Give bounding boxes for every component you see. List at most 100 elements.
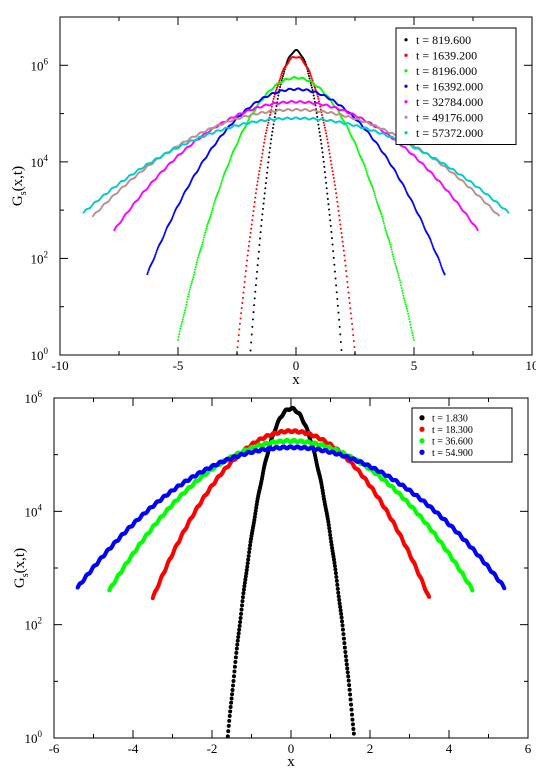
top-series-1-point bbox=[317, 123, 320, 126]
top-series-3-point bbox=[357, 151, 360, 154]
top-series-1-point bbox=[318, 131, 321, 134]
top-series-4 bbox=[146, 87, 446, 276]
bottom-series-1-point bbox=[349, 712, 354, 717]
top-series-3-point bbox=[371, 185, 374, 188]
top-series-3-point bbox=[223, 173, 226, 176]
top-series-3-point bbox=[392, 258, 395, 261]
bottom-series-1-point bbox=[244, 571, 249, 576]
top-series-3-point bbox=[378, 208, 381, 211]
top-series-3-point bbox=[179, 325, 182, 328]
top-series-2-point bbox=[272, 97, 275, 100]
top-series-2-point bbox=[319, 108, 322, 111]
top-series-3-point bbox=[379, 211, 382, 214]
top-series-2-point bbox=[245, 264, 248, 267]
top-series-2-point bbox=[237, 340, 240, 343]
top-series-3-point bbox=[230, 155, 233, 158]
top-series-2-point bbox=[339, 227, 342, 230]
top-series-1-point bbox=[260, 224, 263, 227]
top-series-3-point bbox=[206, 223, 209, 226]
bottom-series-1-point bbox=[343, 650, 348, 655]
bottom-series-1-point bbox=[236, 635, 241, 640]
bottom-series-1-point bbox=[236, 631, 241, 636]
top-series-3-point bbox=[238, 137, 241, 140]
top-legend-marker-6 bbox=[404, 115, 408, 119]
top-series-2-point bbox=[252, 210, 255, 213]
bottom-series-1-point bbox=[228, 709, 233, 714]
top-series-2-point bbox=[239, 317, 242, 320]
top-series-1-point bbox=[322, 155, 325, 158]
bottom-series-1-point bbox=[234, 650, 239, 655]
top-series-4-point bbox=[156, 248, 159, 251]
top-series-2-point bbox=[259, 166, 262, 169]
top-series-2-point bbox=[248, 236, 251, 239]
bottom-series-1-point bbox=[336, 590, 341, 595]
top-series-3-point bbox=[366, 173, 369, 176]
top-series-3-point bbox=[221, 177, 224, 180]
top-series-2-point bbox=[254, 192, 257, 195]
top-series-2-point bbox=[254, 196, 257, 199]
bottom-series-1-point bbox=[337, 598, 342, 603]
top-series-3-point bbox=[372, 190, 375, 193]
top-chart-y-label-main: G bbox=[10, 195, 26, 206]
top-series-4-point bbox=[440, 264, 443, 267]
top-series-4-point bbox=[153, 255, 156, 258]
top-series-1-point bbox=[267, 156, 270, 159]
top-series-2-point bbox=[310, 77, 313, 80]
top-series-2-point bbox=[247, 244, 250, 247]
top-x-tick-label: 10 bbox=[526, 358, 536, 373]
top-series-4-point bbox=[423, 225, 426, 228]
top-series-3-point bbox=[395, 266, 398, 269]
top-series-3-point bbox=[396, 270, 399, 273]
top-series-1-point bbox=[329, 225, 332, 228]
bottom-series-1-point bbox=[332, 563, 337, 568]
top-series-3 bbox=[177, 76, 415, 342]
bottom-series-1-point bbox=[240, 599, 245, 604]
top-series-3-point bbox=[388, 241, 391, 244]
top-series-2-point bbox=[342, 249, 345, 252]
bottom-series-1-point bbox=[337, 601, 342, 606]
top-series-1-point bbox=[263, 197, 266, 200]
top-series-3-point bbox=[211, 209, 214, 212]
top-series-3-point bbox=[178, 330, 181, 333]
top-series-2-point bbox=[267, 121, 270, 124]
top-series-4-point bbox=[430, 242, 433, 245]
top-series-1-point bbox=[327, 203, 330, 206]
top-series-1-point bbox=[326, 192, 329, 195]
top-series-3-point bbox=[410, 329, 413, 332]
top-series-3-point bbox=[188, 290, 191, 293]
bottom-series-1-point bbox=[226, 729, 231, 734]
top-x-tick-label: 0 bbox=[293, 358, 300, 373]
top-series-3-point bbox=[402, 294, 405, 297]
top-series-2-point bbox=[264, 132, 267, 135]
top-series-4-point bbox=[431, 245, 434, 248]
top-series-2-point bbox=[353, 346, 356, 349]
top-series-4-point bbox=[155, 250, 158, 252]
top-series-1-point bbox=[269, 142, 272, 145]
top-legend-label-4: t = 16392.000 bbox=[416, 79, 483, 93]
top-series-1-point bbox=[252, 311, 255, 314]
top-series-2-point bbox=[341, 240, 344, 243]
top-series-2-point bbox=[310, 75, 313, 78]
bottom-series-1-point bbox=[226, 723, 231, 728]
top-series-1-point bbox=[263, 192, 266, 195]
top-series-1-point bbox=[310, 84, 313, 87]
top-series-3-point bbox=[380, 213, 383, 216]
top-series-3-point bbox=[367, 176, 370, 179]
top-series-2-point bbox=[309, 72, 312, 75]
top-series-3-point bbox=[377, 204, 380, 207]
top-legend-label-1: t = 819.600 bbox=[416, 33, 471, 47]
top-series-3-point bbox=[214, 197, 217, 200]
bottom-series-1-point bbox=[238, 620, 243, 625]
top-series-3-point bbox=[373, 192, 376, 195]
top-series-3-point bbox=[393, 260, 396, 263]
top-series-2-point bbox=[246, 259, 249, 262]
bottom-series-1-point bbox=[341, 636, 346, 641]
top-series-3-point bbox=[221, 178, 224, 181]
bottom-series-1-point bbox=[229, 700, 234, 705]
top-series-2-point bbox=[253, 205, 256, 208]
top-series-2-point bbox=[314, 88, 317, 91]
top-series-2-point bbox=[242, 291, 245, 294]
top-series-1-point bbox=[337, 311, 340, 314]
top-series-3-point bbox=[211, 207, 214, 210]
bottom-series-1-point bbox=[342, 645, 347, 650]
